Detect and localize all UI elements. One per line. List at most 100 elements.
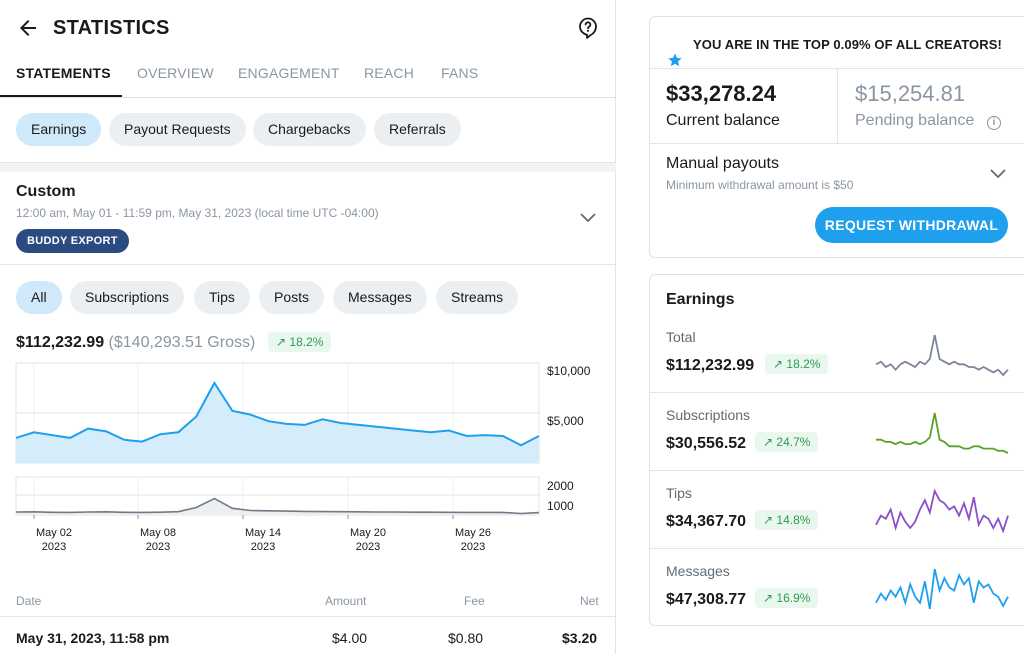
current-balance-label: Current balance xyxy=(666,112,780,129)
buddy-export-badge[interactable]: BUDDY EXPORT xyxy=(16,229,129,253)
sparkline-chart xyxy=(876,412,1009,454)
tab-reach[interactable]: REACH xyxy=(364,65,415,81)
col-date: Date xyxy=(16,594,42,608)
earnings-row-growth: ↗ 16.9% xyxy=(755,588,819,608)
sparkline-series xyxy=(875,488,1009,534)
earnings-row-label: Tips xyxy=(666,485,692,501)
x-tick-year: 2023 xyxy=(461,541,485,553)
trend-up-icon: ↗ xyxy=(276,335,287,349)
filter-messages[interactable]: Messages xyxy=(333,281,427,314)
manual-payouts-title: Manual payouts xyxy=(666,155,779,172)
min-withdrawal-note: Minimum withdrawal amount is $50 xyxy=(666,178,854,192)
filter-tips[interactable]: Tips xyxy=(194,281,250,314)
filter-all[interactable]: All xyxy=(16,281,62,314)
y-tick-label: 1000 xyxy=(547,499,574,513)
period-range: 12:00 am, May 01 - 11:59 pm, May 31, 202… xyxy=(16,206,379,220)
net-total: $112,232.99 xyxy=(16,334,105,351)
statements-panel: STATISTICS STATEMENTS OVERVIEW ENGAGEMEN… xyxy=(0,0,616,654)
back-arrow-icon[interactable] xyxy=(16,16,40,40)
earnings-row-amount: $34,367.70 xyxy=(666,513,747,530)
period-chevron-down-icon[interactable] xyxy=(579,212,597,224)
col-amount: Amount xyxy=(325,594,367,608)
y-tick-label: 2000 xyxy=(547,479,574,493)
tab-statements[interactable]: STATEMENTS xyxy=(16,65,111,81)
current-balance-amount: $33,278.24 xyxy=(666,81,777,106)
earnings-line xyxy=(15,381,540,447)
filter-subscriptions[interactable]: Subscriptions xyxy=(70,281,185,314)
x-tick-label: May 14 xyxy=(245,527,281,539)
chip-payout-requests[interactable]: Payout Requests xyxy=(109,113,246,146)
filter-posts[interactable]: Posts xyxy=(259,281,325,314)
growth-badge: ↗ 18.2% xyxy=(268,332,332,352)
col-fee: Fee xyxy=(464,594,485,608)
active-tab-indicator xyxy=(0,95,122,97)
stats-tabs: STATEMENTS OVERVIEW ENGAGEMENT REACH FAN… xyxy=(0,56,616,98)
divider xyxy=(650,143,1024,144)
trend-up-icon: ↗ xyxy=(763,513,777,527)
sparkline-series xyxy=(875,568,1009,610)
earnings-row-label: Total xyxy=(666,329,696,345)
row-amount: $4.00 xyxy=(332,630,368,646)
period-title: Custom xyxy=(16,183,76,200)
earnings-row-growth: ↗ 14.8% xyxy=(755,510,819,530)
help-icon[interactable] xyxy=(576,16,600,40)
balance-card: YOU ARE IN THE TOP 0.09% OF ALL CREATORS… xyxy=(649,16,1024,258)
earnings-row-label: Subscriptions xyxy=(666,407,751,423)
gross-total: ($140,293.51 Gross) xyxy=(108,334,256,351)
growth-value: 14.8% xyxy=(776,513,811,527)
row-net: $3.20 xyxy=(562,630,598,646)
pending-balance-amount: $15,254.81 xyxy=(855,81,966,106)
x-tick-year: 2023 xyxy=(42,541,66,553)
x-tick-year: 2023 xyxy=(251,541,275,553)
growth-value: 18.2% xyxy=(786,357,821,371)
top-bar: STATISTICS xyxy=(0,0,616,56)
divider xyxy=(837,69,838,143)
row-fee: $0.80 xyxy=(448,630,484,646)
trend-up-icon: ↗ xyxy=(773,357,787,371)
divider xyxy=(650,470,1024,471)
divider xyxy=(650,68,1024,69)
tab-overview[interactable]: OVERVIEW xyxy=(137,65,214,81)
tab-engagement[interactable]: ENGAGEMENT xyxy=(238,65,340,81)
chip-chargebacks[interactable]: Chargebacks xyxy=(253,113,366,146)
request-withdrawal-button[interactable]: REQUEST WITHDRAWAL xyxy=(815,207,1008,243)
x-tick-year: 2023 xyxy=(356,541,380,553)
col-net: Net xyxy=(580,594,599,608)
earnings-row-growth: ↗ 18.2% xyxy=(765,354,829,374)
sparkline-series xyxy=(876,412,1009,454)
divider xyxy=(650,548,1024,549)
y-tick-label: $5,000 xyxy=(547,414,584,428)
x-tick-year: 2023 xyxy=(146,541,170,553)
earnings-row-amount: $47,308.77 xyxy=(666,591,747,608)
growth-value: 18.2% xyxy=(289,335,324,349)
earnings-summary: $112,232.99 ($140,293.51 Gross) xyxy=(16,334,255,352)
tab-fans[interactable]: FANS xyxy=(441,65,479,81)
counts-line xyxy=(15,497,540,515)
pending-balance-label: Pending balance xyxy=(855,112,975,129)
earnings-chart: $10,000 $5,000 2000 1000 May 02 2023 May 08 202… xyxy=(15,362,591,553)
trend-up-icon: ↗ xyxy=(763,435,777,449)
row-date[interactable]: May 31, 2023, 11:58 pm xyxy=(16,630,170,646)
earnings-row-growth: ↗ 24.7% xyxy=(755,432,819,452)
payouts-chevron-down-icon[interactable] xyxy=(989,168,1007,180)
section-divider xyxy=(0,162,616,172)
growth-value: 24.7% xyxy=(776,435,811,449)
earnings-card: Earnings Total $112,232.99 ↗ 18.2% Subscrip… xyxy=(649,274,1024,626)
earnings-title: Earnings xyxy=(666,291,735,308)
x-tick-label: May 26 xyxy=(455,527,491,539)
chip-earnings[interactable]: Earnings xyxy=(16,113,102,146)
info-icon[interactable]: i xyxy=(987,116,1001,130)
x-tick-label: May 02 xyxy=(36,527,72,539)
x-tick-label: May 20 xyxy=(350,527,386,539)
filter-streams[interactable]: Streams xyxy=(436,281,519,314)
balance-panel: YOU ARE IN THE TOP 0.09% OF ALL CREATORS… xyxy=(617,0,1024,654)
growth-value: 16.9% xyxy=(776,591,811,605)
chart-frame xyxy=(15,476,540,516)
star-icon xyxy=(668,53,682,67)
earnings-row-label: Messages xyxy=(666,563,730,579)
sparkline-chart xyxy=(875,334,1009,377)
x-tick-label: May 08 xyxy=(140,527,176,539)
sparkline-series xyxy=(875,334,1009,377)
chip-referrals[interactable]: Referrals xyxy=(374,113,461,146)
divider xyxy=(0,616,616,617)
